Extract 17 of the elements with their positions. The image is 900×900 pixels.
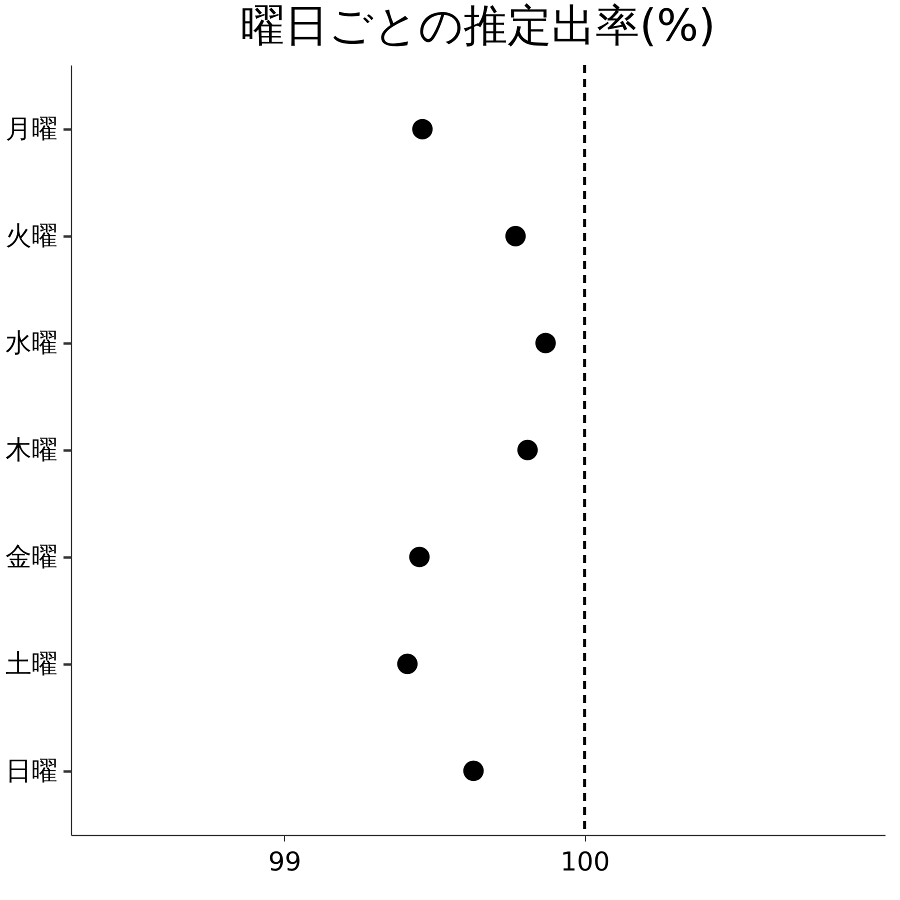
point — [397, 654, 418, 674]
y-tick-label: 金曜 — [6, 542, 58, 572]
y-tick-label: 木曜 — [6, 436, 58, 466]
x-tick-label: 100 — [560, 848, 610, 878]
y-tick-label: 日曜 — [6, 756, 58, 786]
y-tick-label: 火曜 — [6, 222, 58, 252]
point — [505, 226, 526, 246]
point — [463, 760, 484, 782]
point — [535, 332, 556, 354]
y-tick-label: 月曜 — [6, 114, 58, 145]
chart-title: 曜日ごとの推定出率(%) — [240, 0, 716, 52]
point — [409, 546, 430, 568]
y-tick-label: 水曜 — [6, 328, 58, 359]
x-tick-label: 99 — [268, 848, 302, 878]
y-tick-label: 土曜 — [6, 649, 58, 680]
point — [412, 118, 433, 140]
point — [517, 440, 538, 460]
